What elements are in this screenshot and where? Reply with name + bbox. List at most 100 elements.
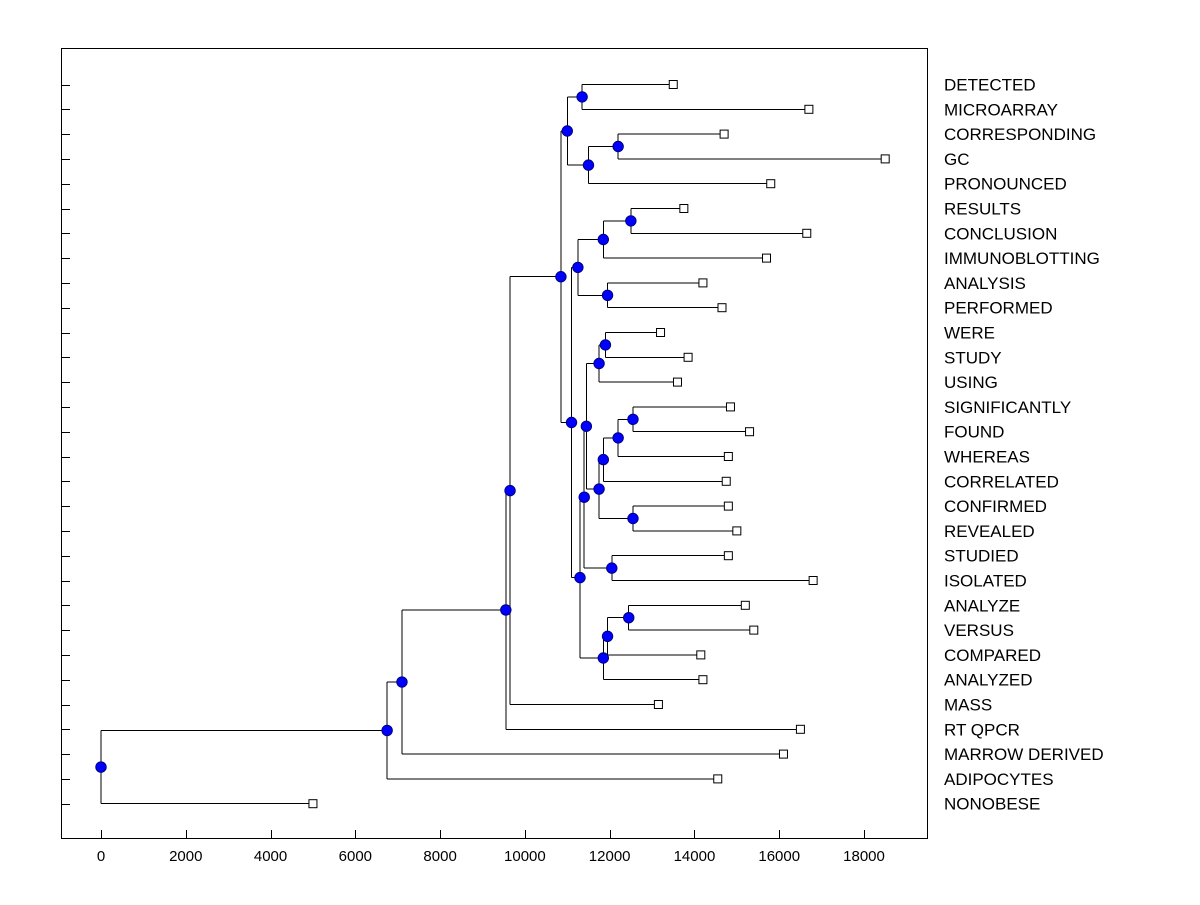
leaf-marker-studied [723,551,733,561]
leaf-label-found: FOUND [944,423,1004,442]
leaf-label-whereas: WHEREAS [944,448,1030,467]
leaf-marker-pronounced [766,179,776,189]
leaf-marker-nonobese [308,799,318,809]
leaf-marker-isolated [808,576,818,585]
leaf-marker-rt-qpcr [795,724,805,734]
leaf-marker-significantly [725,402,735,412]
axis-ticks [62,85,865,838]
merge-node-n27 [396,676,408,688]
merge-node-n22 [574,571,586,584]
leaf-label-revealed: REVEALED [944,522,1035,541]
merge-node-n6 [597,233,610,246]
leaf-marker-conclusion [802,228,812,238]
leaf-markers [308,80,890,809]
leaf-label-study: STUDY [944,348,1002,367]
merge-node-n15 [593,483,605,495]
leaf-label-pronounced: PRONOUNCED [944,175,1067,194]
leaf-marker-found [745,427,755,437]
plot-frame [61,48,928,839]
leaf-label-conclusion: CONCLUSION [944,224,1057,243]
leaf-marker-revealed [732,526,742,536]
leaf-marker-corresponding [719,129,729,139]
leaf-label-mass: MASS [944,696,992,715]
leaf-marker-versus [749,625,759,635]
leaf-label-marrow-derived: MARROW DERIVED [944,745,1104,764]
leaf-marker-analyzed [698,675,708,685]
merge-node-n23 [565,416,578,429]
merge-node-n29 [95,761,107,773]
merge-node-n17 [606,562,618,574]
leaf-label-analysis: ANALYSIS [944,274,1026,293]
leaf-label-gc: GC [944,150,970,169]
leaf-label-versus: VERSUS [944,621,1014,640]
leaf-marker-whereas [723,452,733,461]
x-tick-label-2000: 2000 [169,848,202,865]
merge-node-n2 [612,140,624,153]
leaf-label-nonobese: NONOBESE [944,795,1040,814]
leaf-marker-performed [717,303,727,313]
merge-node-n8 [572,261,584,274]
merge-node-n7 [601,289,614,301]
x-tick-label-12000: 12000 [589,848,631,865]
leaf-label-confirmed: CONFIRMED [944,497,1047,516]
leaf-marker-immunoblotting [762,253,772,263]
leaf-label-immunoblotting: IMMUNOBLOTTING [944,249,1100,268]
leaf-label-using: USING [944,373,998,392]
merge-node-n11 [627,413,639,425]
leaf-label-results: RESULTS [944,200,1021,219]
merge-node-n18 [578,491,590,503]
leaf-marker-analyze [740,600,750,610]
leaf-marker-using [672,377,682,387]
leaf-marker-microarray [804,104,814,114]
merge-nodes [95,91,639,773]
merge-node-n20 [601,630,614,642]
merge-node-n10 [593,357,605,370]
merge-node-n12 [612,432,624,444]
x-tick-label-8000: 8000 [423,848,456,865]
merge-node-n25 [504,484,516,497]
merge-node-n16 [580,420,593,432]
leaf-label-analyze: ANALYZE [944,596,1020,615]
leaf-marker-detected [668,80,678,89]
merge-node-n3 [582,159,595,171]
leaf-label-corresponding: CORRESPONDING [944,125,1096,144]
merge-node-n24 [555,271,567,283]
leaf-label-rt-qpcr: RT QPCR [944,720,1020,739]
x-tick-label-0: 0 [97,848,105,865]
leaf-marker-compared [696,650,706,660]
leaf-marker-marrow-derived [778,749,788,759]
merge-node-n4 [561,125,573,137]
leaf-marker-were [656,328,666,337]
merge-node-n13 [597,453,610,466]
merge-node-n21 [597,652,610,664]
merge-node-n14 [627,512,639,525]
leaf-label-analyzed: ANALYZED [944,671,1033,690]
leaf-label-compared: COMPARED [944,646,1041,665]
leaf-label-significantly: SIGNIFICANTLY [944,398,1071,417]
leaf-label-were: WERE [944,324,995,343]
leaf-marker-adipocytes [713,774,723,784]
x-tick-label-10000: 10000 [504,848,546,865]
x-tick-label-16000: 16000 [758,848,800,865]
leaf-label-studied: STUDIED [944,547,1019,566]
x-tick-label-6000: 6000 [339,848,372,865]
leaf-label-microarray: MICROARRAY [944,100,1058,119]
leaf-marker-correlated [721,476,731,486]
merge-node-n9 [599,339,612,351]
dendrogram-links [100,84,886,805]
leaf-marker-results [679,204,689,213]
merge-node-n28 [381,724,393,737]
leaf-marker-study [683,352,693,362]
x-tick-labels: 0 2000 4000 6000 8000 10000 12000 14000 16000 180… [97,848,885,865]
merge-node-n1 [576,91,588,103]
merge-node-n26 [500,604,512,616]
merge-node-n5 [625,215,637,227]
leaf-labels: DETECTED MICROARRAY CORRESPONDING GC PRONOUN… [944,76,1104,814]
leaf-label-correlated: CORRELATED [944,472,1059,491]
leaf-marker-gc [880,154,890,164]
x-tick-label-4000: 4000 [254,848,287,865]
leaf-label-performed: PERFORMED [944,299,1053,318]
leaf-marker-analysis [698,278,708,288]
